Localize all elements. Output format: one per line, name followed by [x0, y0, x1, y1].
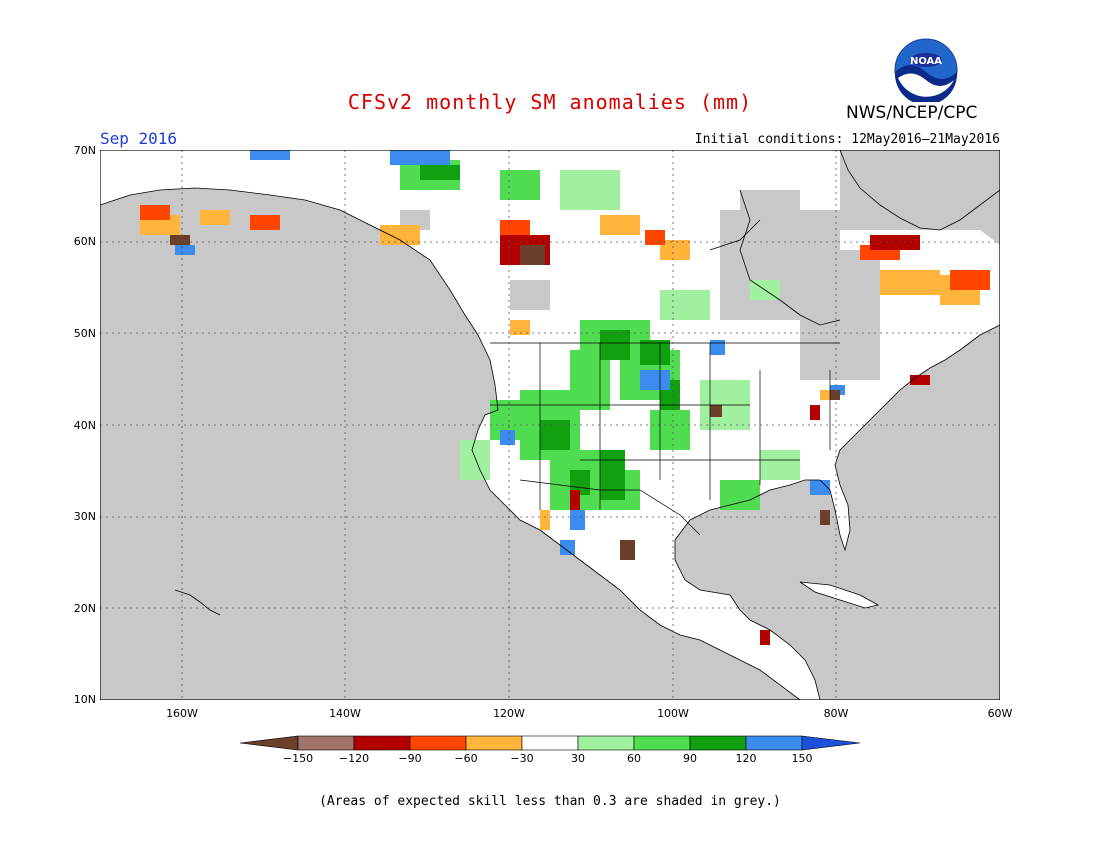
cuba-land [799, 581, 880, 609]
agency-label: NWS/NCEP/CPC [846, 103, 978, 123]
anomaly-pixels [140, 150, 990, 645]
logo-text: NOAA [910, 56, 942, 67]
colorbar-swatch-9 [745, 735, 803, 751]
lon-label-120w: 120W [493, 707, 525, 720]
colorbar-label-1: −120 [338, 752, 370, 765]
colorbar-swatch-0 [240, 735, 299, 751]
forecast-period: Sep 2016 [100, 129, 178, 148]
colorbar-label-5: 30 [571, 752, 585, 765]
lon-label-80w: 80W [823, 707, 849, 720]
colorbar-swatch-4 [465, 735, 523, 751]
lon-label-160w: 160W [166, 707, 198, 720]
lat-label-60n: 60N [73, 235, 96, 248]
colorbar-label-4: −30 [510, 752, 534, 765]
colorbar-label-3: −60 [454, 752, 478, 765]
colorbar-swatch-7 [633, 735, 691, 751]
anomaly-map [100, 150, 1000, 700]
central-america-land [700, 590, 812, 700]
lat-label-20n: 20N [73, 602, 96, 615]
colorbar-swatch-3 [409, 735, 467, 751]
colorbar-label-0: −150 [282, 752, 314, 765]
lat-label-30n: 30N [73, 510, 96, 523]
lat-label-40n: 40N [73, 419, 96, 432]
lat-lon-grid [100, 150, 1000, 700]
colorbar [240, 735, 860, 751]
lon-label-60w: 60W [987, 707, 1013, 720]
colorbar-label-2: −90 [398, 752, 422, 765]
colorbar-label-7: 90 [683, 752, 697, 765]
colorbar-swatch-5 [521, 735, 579, 751]
lon-label-140w: 140W [329, 707, 361, 720]
skill-footnote: (Areas of expected skill less than 0.3 a… [319, 794, 781, 809]
noaa-logo: NOAA [894, 38, 958, 106]
colorbar-swatch-6 [577, 735, 635, 751]
initial-conditions: Initial conditions: 12May2016–21May2016 [694, 132, 1000, 147]
colorbar-label-9: 150 [791, 752, 813, 765]
colorbar-swatch-2 [353, 735, 411, 751]
coastlines [100, 150, 1000, 700]
colorbar-label-8: 120 [735, 752, 757, 765]
lat-label-70n: 70N [73, 144, 96, 157]
colorbar-swatch-10 [801, 735, 860, 751]
colorbar-swatch-8 [689, 735, 747, 751]
lon-label-100w: 100W [657, 707, 689, 720]
lat-label-10n: 10N [73, 693, 96, 706]
political-borders [490, 342, 840, 536]
colorbar-label-6: 60 [627, 752, 641, 765]
colorbar-swatch-1 [297, 735, 355, 751]
low-skill-areas [230, 150, 1000, 380]
lat-label-50n: 50N [73, 327, 96, 340]
page-title: CFSv2 monthly SM anomalies (mm) [347, 90, 753, 114]
